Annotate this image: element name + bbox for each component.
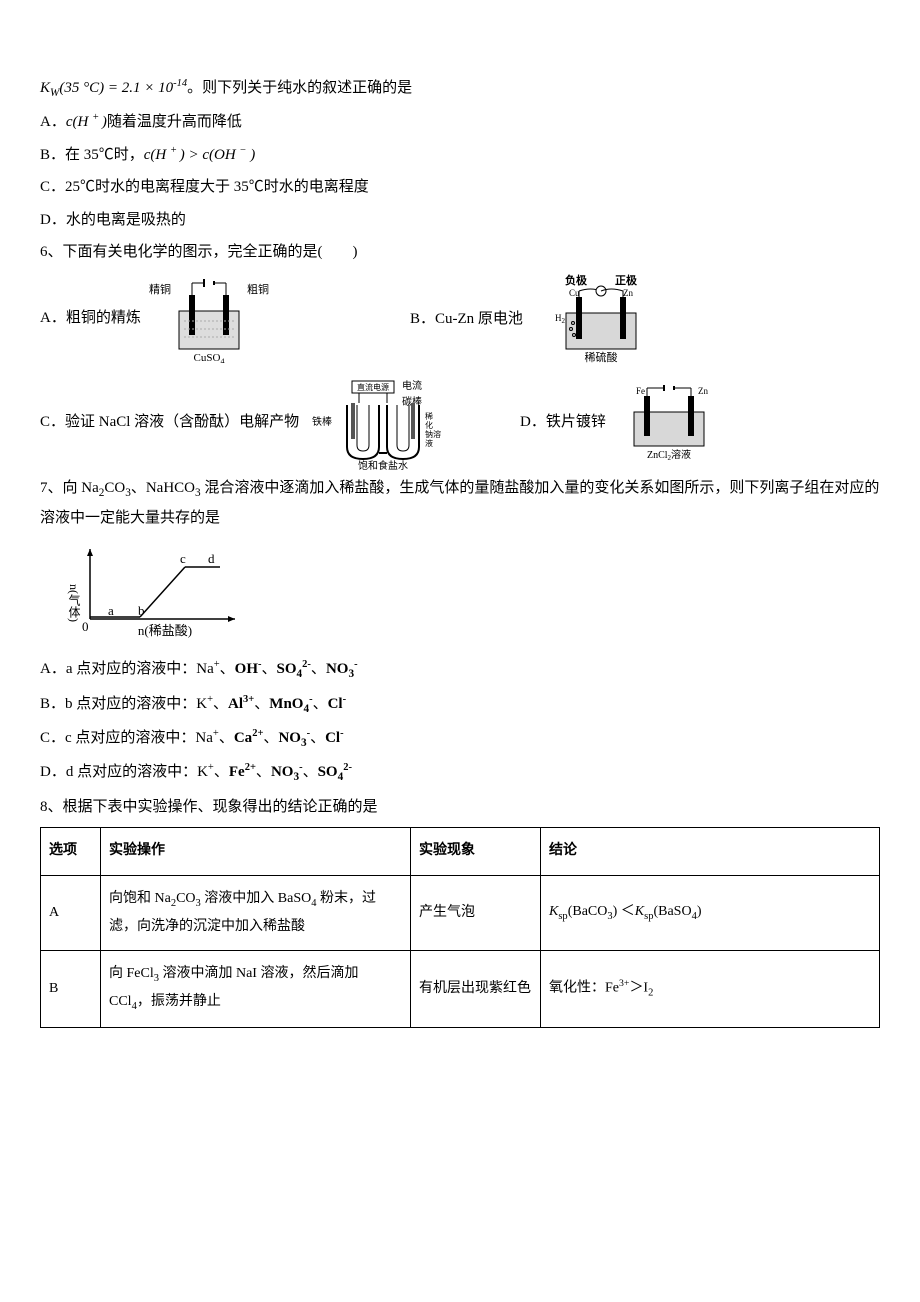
q5-B-s1: + xyxy=(170,145,180,156)
diagB-h2: H2 xyxy=(555,313,566,325)
q7-A: A．a 点对应的溶液中：Na+、OH-、SO42-、NO3- xyxy=(40,655,880,685)
diagB-zn: Zn xyxy=(623,288,633,298)
q5-A-i1: c(H xyxy=(66,114,92,130)
q5-A-text: 随着温度升高而降低 xyxy=(107,114,242,130)
q6-B-label: B．Cu-Zn 原电池 xyxy=(410,305,523,334)
cell-opt: A xyxy=(41,875,101,950)
svg-text:化: 化 xyxy=(425,420,433,430)
th-opt: 选项 xyxy=(41,828,101,876)
q6-D-label: D．铁片镀锌 xyxy=(520,408,606,437)
diagB-sol: 稀硫酸 xyxy=(584,350,617,364)
pt-b: b xyxy=(138,603,145,618)
q5-A: A．c(H + )随着温度升高而降低 xyxy=(40,108,880,137)
q5-B-prefix: B．在 35℃时， xyxy=(40,147,144,163)
table-row: B 向 FeCl3 溶液中滴加 NaI 溶液，然后滴加 CCl4，振荡并静止 有… xyxy=(41,951,880,1027)
q7-chart: a b c d 0 n(气体) n(稀盐酸) xyxy=(60,539,880,650)
diagC-src: 直流电源 xyxy=(357,382,389,392)
diagC-rod2: 铁棒 xyxy=(312,415,332,428)
q5-B-i3: ) xyxy=(247,147,256,163)
q5-B-i2: ) > c(OH xyxy=(180,147,240,163)
q5-A-sup: + xyxy=(92,112,102,123)
cell-obs: 产生气泡 xyxy=(411,875,541,950)
cell-obs: 有机层出现紫红色 xyxy=(411,951,541,1027)
q5-stem: KW(35 °C) = 2.1 × 10-14。则下列关于纯水的叙述正确的是 xyxy=(40,74,880,104)
q7-B: B．b 点对应的溶液中：K+、Al3+、MnO4-、Cl- xyxy=(40,690,880,720)
q6-A-label: A．粗铜的精炼 xyxy=(40,304,141,333)
diagC-bottom: 饱和食盐水 xyxy=(358,459,408,470)
diagA-right: 粗铜 xyxy=(247,282,269,296)
q5-B: B．在 35℃时，c(H + ) > c(OH − ) xyxy=(40,141,880,170)
q6-diagram-A: 精铜 粗铜 CuSO4 xyxy=(149,273,269,363)
q8-stem: 8、根据下表中实验操作、现象得出的结论正确的是 xyxy=(40,793,880,822)
xlabel: n(稀盐酸) xyxy=(138,623,192,638)
q5-D: D．水的电离是吸热的 xyxy=(40,206,880,235)
q7-C: C．c 点对应的溶液中：Na+、Ca2+、NO3-、Cl- xyxy=(40,724,880,754)
q5-tail: 。则下列关于纯水的叙述正确的是 xyxy=(187,80,412,96)
diagD-zn: Zn xyxy=(698,386,708,396)
kw-val: (35 °C) = 2.1 × 10 xyxy=(59,80,173,96)
q5-A-prefix: A． xyxy=(40,114,66,130)
cell-op: 向 FeCl3 溶液中滴加 NaI 溶液，然后滴加 CCl4，振荡并静止 xyxy=(101,951,411,1027)
q6-C-label: C．验证 NaCl 溶液（含酚酞）电解产物 xyxy=(40,408,299,437)
th-con: 结论 xyxy=(541,828,880,876)
kw-K: K xyxy=(40,80,50,96)
diagD-fe: Fe xyxy=(636,386,645,396)
q6-stem: 6、下面有关电化学的图示，完全正确的是( ) xyxy=(40,238,880,267)
pt-d: d xyxy=(208,551,215,566)
cell-opt: B xyxy=(41,951,101,1027)
origin: 0 xyxy=(82,619,89,634)
pt-a: a xyxy=(108,603,114,618)
diagB-pos: 正极 xyxy=(615,273,638,287)
q7-s3: 、NaHCO xyxy=(131,480,195,496)
diagC-cur: 电流 xyxy=(402,379,422,392)
svg-text:钠溶: 钠溶 xyxy=(425,429,441,439)
diagD-sol: ZnCl2溶液 xyxy=(647,448,691,462)
th-op: 实验操作 xyxy=(101,828,411,876)
q7-stem: 7、向 Na2CO3、NaHCO3 混合溶液中逐滴加入稀盐酸，生成气体的量随盐酸… xyxy=(40,474,880,533)
q7-s1: 7、向 Na xyxy=(40,480,99,496)
diagB-neg: 负极 xyxy=(565,273,588,287)
q6-diagram-C: 直流电源 电流 碳棒 铁棒 稀 化 钠溶 液 饱和食盐水 xyxy=(307,375,462,470)
q8-table: 选项 实验操作 实验现象 结论 A 向饱和 Na2CO3 溶液中加入 BaSO4… xyxy=(40,827,880,1027)
th-obs: 实验现象 xyxy=(411,828,541,876)
q7-D: D．d 点对应的溶液中：K+、Fe2+、NO3-、SO42- xyxy=(40,758,880,788)
svg-text:液: 液 xyxy=(425,438,433,448)
cell-con: Ksp(BaCO3) ＜Ksp(BaSO4) xyxy=(541,875,880,950)
q5-B-i1: c(H xyxy=(144,147,170,163)
ylabel: n(气体) xyxy=(67,584,81,622)
cell-op: 向饱和 Na2CO3 溶液中加入 BaSO4 粉末，过滤，向洗净的沉淀中加入稀盐… xyxy=(101,875,411,950)
kw-exp: -14 xyxy=(173,78,187,89)
q6-diagram-B: 负极 正极 Cu Zn H2 稀硫酸 xyxy=(531,273,661,365)
q5-C: C．25℃时水的电离程度大于 35℃时水的电离程度 xyxy=(40,173,880,202)
pt-c: c xyxy=(180,551,186,566)
diagB-cu: Cu xyxy=(569,288,580,298)
diagA-sol: CuSO4 xyxy=(193,352,224,363)
cell-con: 氧化性：Fe3+＞I2 xyxy=(541,951,880,1027)
q6-diagram-D: Fe Zn ZnCl2溶液 xyxy=(614,382,724,462)
diagA-left: 精铜 xyxy=(149,282,171,296)
q5-B-s2: − xyxy=(239,145,246,156)
table-row: A 向饱和 Na2CO3 溶液中加入 BaSO4 粉末，过滤，向洗净的沉淀中加入… xyxy=(41,875,880,950)
kw-W: W xyxy=(50,87,59,99)
q7-s2: CO xyxy=(104,480,125,496)
diagC-note: 稀 xyxy=(425,411,433,421)
table-header-row: 选项 实验操作 实验现象 结论 xyxy=(41,828,880,876)
